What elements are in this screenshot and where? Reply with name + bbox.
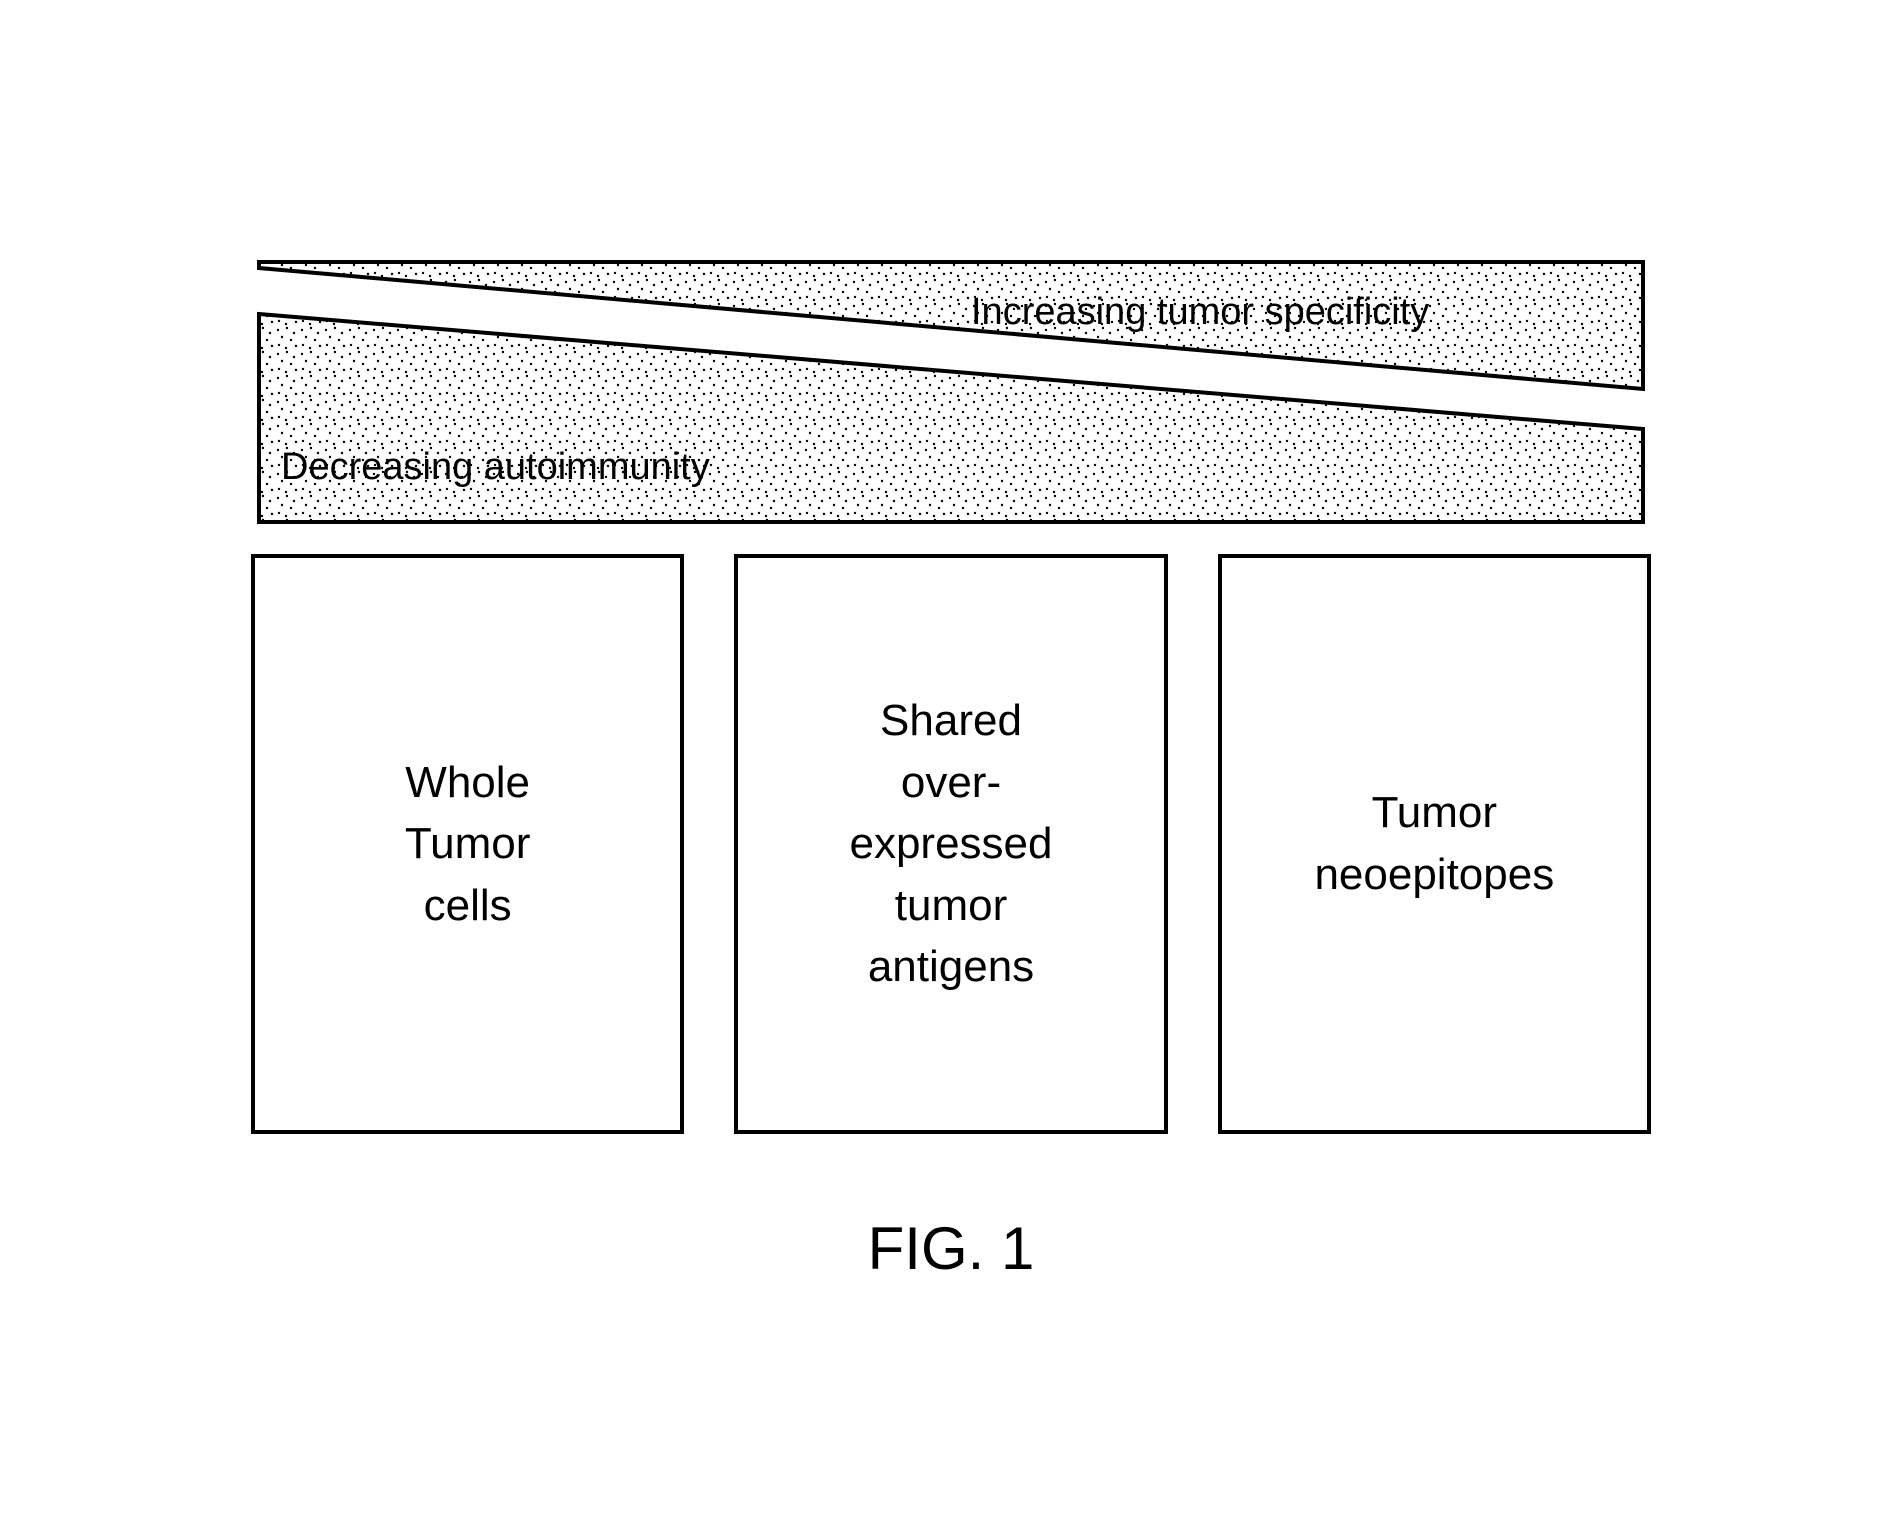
box-whole-tumor: WholeTumorcells: [251, 554, 684, 1134]
wedges-svg: Increasing tumor specificity Decreasing …: [251, 254, 1651, 534]
box-shared-antigens: Sharedover-expressedtumorantigens: [734, 554, 1167, 1134]
box-neoepitopes: Tumorneoepitopes: [1218, 554, 1651, 1134]
box-label: WholeTumorcells: [405, 752, 531, 937]
diagram-container: Increasing tumor specificity Decreasing …: [251, 254, 1651, 1283]
bottom-wedge-label: Decreasing autoimmunity: [281, 446, 710, 488]
boxes-container: WholeTumorcells Sharedover-expressedtumo…: [251, 554, 1651, 1134]
box-label: Tumorneoepitopes: [1314, 782, 1554, 905]
figure-label: FIG. 1: [868, 1214, 1035, 1283]
wedges-container: Increasing tumor specificity Decreasing …: [251, 254, 1651, 534]
top-wedge-label: Increasing tumor specificity: [971, 291, 1429, 333]
box-label: Sharedover-expressedtumorantigens: [849, 690, 1052, 998]
